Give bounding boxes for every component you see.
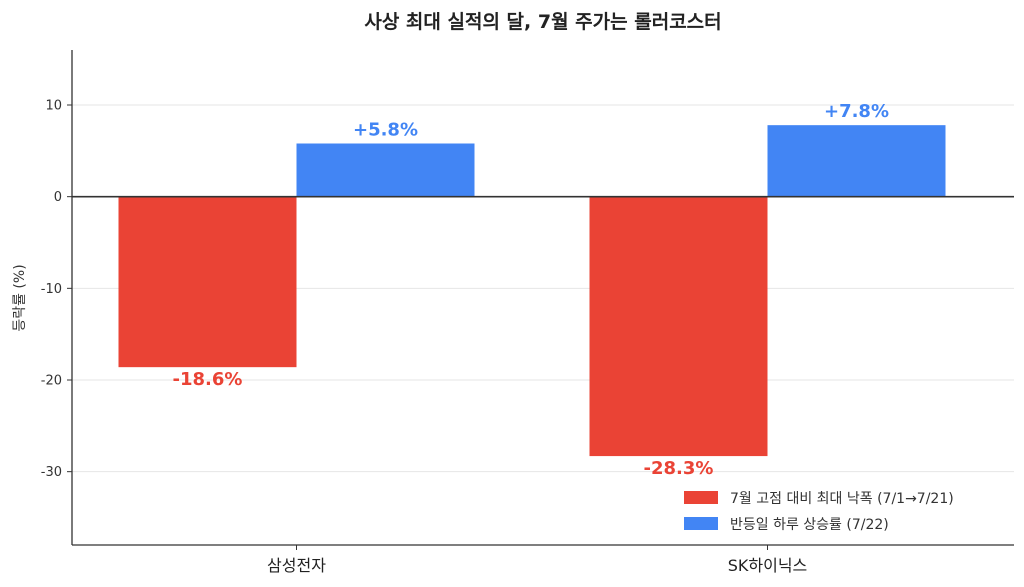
bar-rebound [296,143,475,197]
data-labels: -18.6% +5.8% -28.3% +7.8% [173,101,889,479]
legend-label: 7월 고점 대비 최대 낙폭 (7/1→7/21) [730,491,954,507]
legend: 7월 고점 대비 최대 낙폭 (7/1→7/21) 반등일 하루 상승률 (7/2… [684,491,954,533]
data-label: +5.8% [353,120,418,141]
x-ticks: 삼성전자 SK하이닉스 [267,545,807,575]
y-tick-label: -10 [41,282,62,297]
legend-swatch [684,517,718,530]
legend-swatch [684,491,718,504]
y-tick-label: 10 [45,99,62,114]
chart-title: 사상 최대 실적의 달, 7월 주가는 롤러코스터 [364,11,721,33]
x-tick-label: 삼성전자 [267,556,326,575]
bar-drop [118,196,297,368]
y-tick-label: -30 [41,465,62,480]
data-label: -28.3% [644,458,714,479]
y-axis-label: 등락률 (%) [12,264,28,331]
y-ticks: -30 -20 -10 0 10 [41,99,72,480]
bar-rebound [767,125,946,197]
data-label: -18.6% [173,369,243,390]
x-tick-label: SK하이닉스 [728,556,808,575]
bars [118,125,946,457]
y-tick-label: -20 [41,374,62,389]
data-label: +7.8% [824,101,889,122]
bar-drop [589,196,768,457]
legend-label: 반등일 하루 상승률 (7/22) [730,517,889,533]
y-tick-label: 0 [54,190,62,205]
